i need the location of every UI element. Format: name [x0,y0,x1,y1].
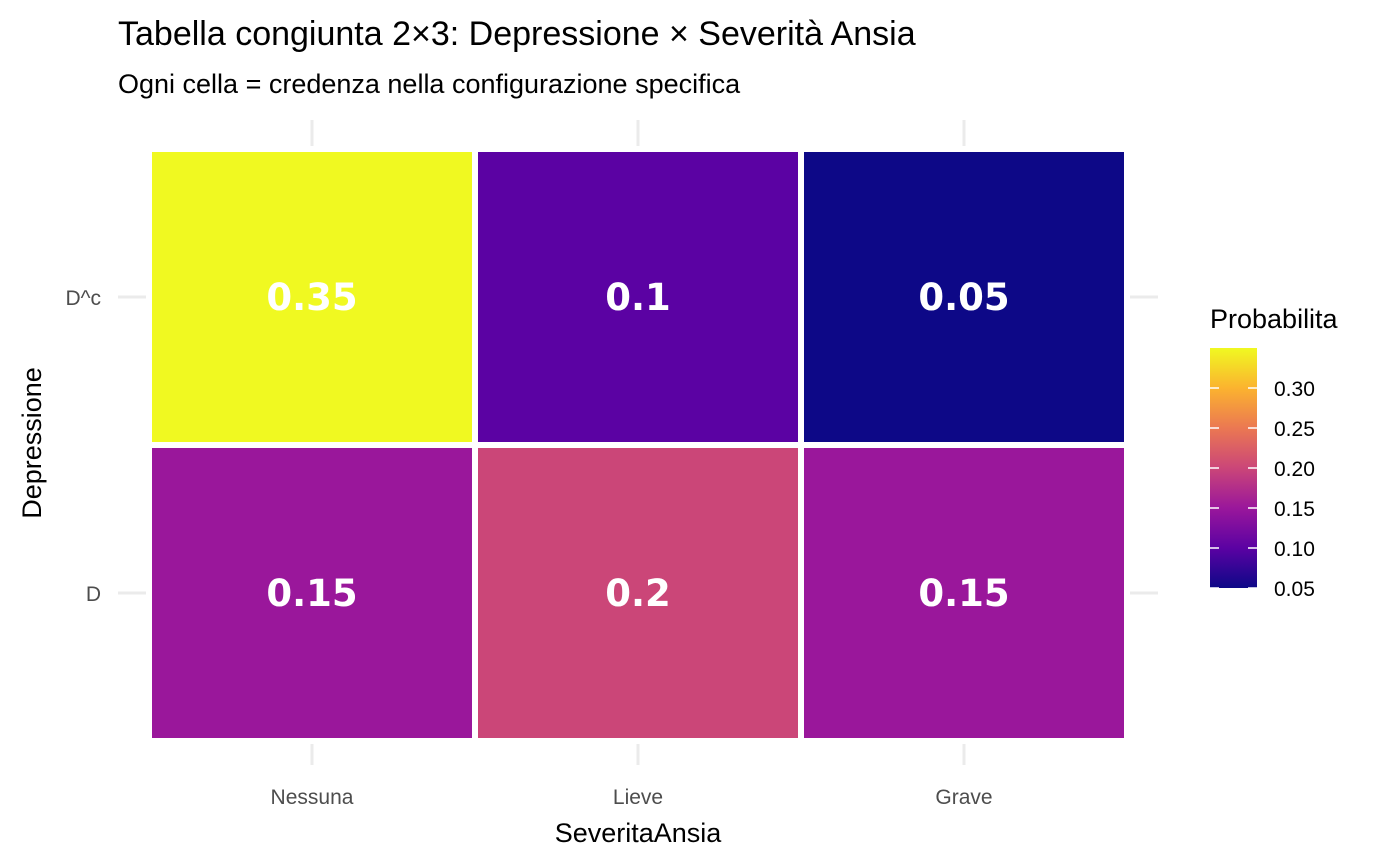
heatmap-cell-grave-dc [798,146,1130,448]
legend-tick-label: 0.15 [1274,498,1315,521]
color-legend: Probabilita 0.05 0.10 0.15 0.20 0.25 0.30 [1210,304,1339,601]
heatmap-cell-labels: 0.35 0.1 0.05 0.15 0.2 0.15 [266,276,1009,615]
x-tick-label: Lieve [613,786,663,809]
cell-value-label: 0.35 [266,276,357,319]
cell-value-label: 0.05 [918,276,1009,319]
x-axis-ticks: Nessuna Lieve Grave [271,786,993,809]
legend-tick-label: 0.30 [1274,378,1315,401]
y-tick-label: D^c [65,287,101,310]
legend-tick-label: 0.20 [1274,458,1315,481]
x-axis-title: SeveritaAnsia [555,818,723,848]
y-tick-label: D [86,583,101,606]
y-axis-title: Depressione [17,367,47,519]
y-axis-ticks: D D^c [65,287,101,606]
legend-title: Probabilita [1210,304,1339,334]
heatmap-cell-nessuna-dc [146,146,478,448]
chart-title: Tabella congiunta 2×3: Depressione × Sev… [118,15,916,53]
legend-ticks: 0.05 0.10 0.15 0.20 0.25 0.30 [1210,378,1315,601]
cell-value-label: 0.2 [605,572,671,615]
x-tick-label: Grave [935,786,992,809]
cell-value-label: 0.15 [266,572,357,615]
legend-tick-label: 0.10 [1274,538,1315,561]
legend-tick-label: 0.25 [1274,418,1315,441]
legend-tick-label: 0.05 [1274,578,1315,601]
cell-value-label: 0.15 [918,572,1009,615]
chart-subtitle: Ogni cella = credenza nella configurazio… [118,69,741,99]
x-tick-label: Nessuna [271,786,354,809]
cell-value-label: 0.1 [605,276,671,319]
heatmap-cells [146,146,1130,744]
heatmap-cell-lieve-d [472,442,804,744]
heatmap-cell-grave-d [798,442,1130,744]
